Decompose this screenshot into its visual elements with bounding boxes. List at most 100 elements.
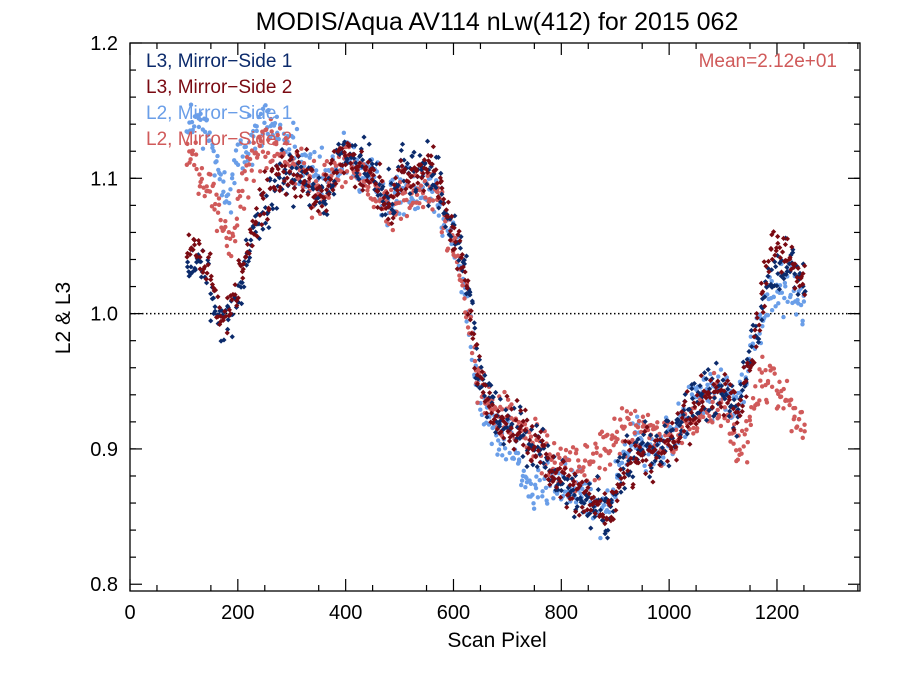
point (260, 190, 266, 196)
point (313, 168, 319, 173)
point (195, 252, 201, 258)
point (605, 527, 611, 533)
point (190, 268, 196, 275)
point (488, 410, 495, 416)
point (547, 482, 553, 488)
point (797, 270, 803, 276)
point (638, 429, 644, 435)
point (398, 147, 404, 154)
point (365, 192, 371, 197)
point (207, 189, 213, 194)
point (344, 160, 351, 166)
point (748, 422, 754, 428)
point (303, 153, 309, 158)
point (402, 166, 408, 172)
point (197, 254, 203, 260)
point (574, 504, 580, 510)
point (262, 120, 267, 126)
point (353, 160, 359, 166)
point (260, 149, 266, 154)
point (652, 438, 658, 444)
point (718, 404, 724, 410)
point (730, 406, 736, 412)
point (753, 384, 758, 389)
point (656, 454, 662, 460)
point (250, 162, 255, 167)
point (300, 180, 306, 186)
point (411, 149, 417, 155)
point (534, 422, 540, 429)
point (676, 401, 681, 406)
point (794, 274, 800, 281)
point (658, 437, 664, 443)
point (459, 268, 466, 274)
point (439, 191, 445, 197)
point (565, 485, 571, 491)
point (691, 400, 697, 406)
point (307, 155, 312, 160)
point (800, 270, 806, 277)
point (800, 281, 806, 287)
point (571, 492, 577, 498)
point (259, 222, 265, 228)
point (308, 152, 313, 157)
point (689, 386, 695, 392)
point (188, 157, 193, 162)
point (278, 122, 283, 128)
point (679, 440, 685, 446)
point (800, 318, 805, 324)
point (207, 251, 213, 257)
point (366, 180, 372, 186)
point (390, 227, 396, 233)
point (671, 439, 677, 446)
legend-entry: L2, Mirror−Side 1 (146, 103, 292, 124)
point (717, 400, 723, 406)
point (349, 175, 354, 181)
point (294, 148, 300, 154)
point (551, 496, 556, 501)
point (765, 273, 771, 279)
point (699, 399, 705, 405)
point (762, 294, 768, 300)
point (603, 509, 609, 515)
point (464, 319, 469, 324)
point (514, 435, 520, 441)
point (775, 271, 781, 277)
point (428, 185, 434, 192)
point (238, 263, 244, 269)
point (775, 240, 781, 246)
point (710, 420, 715, 425)
point (275, 132, 280, 138)
point (703, 395, 709, 401)
point (247, 113, 252, 118)
point (415, 180, 421, 186)
point (741, 444, 746, 449)
point (269, 166, 275, 172)
point (607, 448, 613, 454)
point (621, 470, 627, 476)
point (427, 160, 433, 166)
point (795, 291, 801, 298)
point (287, 169, 293, 175)
point (771, 366, 777, 371)
point (331, 170, 337, 176)
point (628, 411, 634, 416)
point (493, 413, 499, 419)
point (462, 269, 468, 275)
point (624, 433, 630, 439)
point (260, 106, 266, 111)
point (499, 414, 505, 420)
point (284, 175, 290, 181)
point (684, 423, 691, 430)
point (773, 245, 780, 251)
point (784, 236, 791, 242)
point (361, 134, 367, 140)
point (348, 160, 354, 166)
point (467, 317, 473, 323)
point (618, 475, 624, 482)
point (739, 451, 744, 456)
point (622, 485, 628, 491)
point (477, 374, 483, 380)
point (313, 179, 319, 184)
